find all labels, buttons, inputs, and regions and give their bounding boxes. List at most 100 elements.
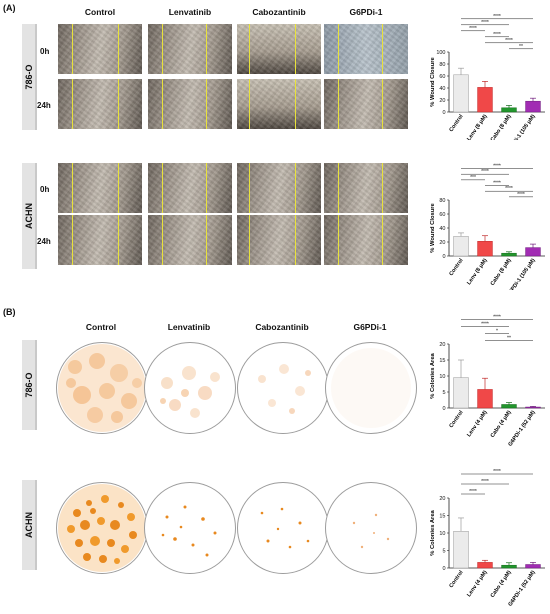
significance-label: **** bbox=[505, 38, 513, 44]
row-label-achn-a: ACHN bbox=[23, 203, 34, 229]
row-label-achn-b: ACHN bbox=[23, 512, 34, 538]
significance-label: ** bbox=[519, 44, 523, 50]
significance-label: *** bbox=[470, 175, 476, 181]
significance-label: **** bbox=[493, 315, 501, 321]
panel-a-letter: (A) bbox=[3, 3, 16, 13]
x-tick-label: Cabo (4 μM) bbox=[490, 570, 513, 599]
wound-closure-chart-786o: 0 20 40 60 80 100% Wound Closure Control Lenv (… bbox=[430, 14, 545, 140]
y-tick-label: 80 bbox=[439, 198, 445, 204]
bar-3 bbox=[525, 100, 541, 113]
micrograph-achn-control-0h bbox=[58, 163, 142, 213]
col-head-g6pdi: G6PDi-1 bbox=[349, 7, 383, 17]
x-tick-label: Lenv (8 μM) bbox=[466, 114, 489, 140]
micrograph-786o-lenv-24h bbox=[148, 79, 232, 129]
micrograph-achn-lenv-24h bbox=[148, 215, 232, 265]
y-tick-label: 100 bbox=[436, 50, 445, 56]
colony-pattern bbox=[160, 366, 220, 418]
row-tab-achn-a: ACHN bbox=[22, 163, 37, 269]
y-tick-label: 5 bbox=[442, 390, 445, 396]
micrograph-786o-g6pdi-0h bbox=[324, 24, 408, 74]
col-head-control: Control bbox=[84, 7, 116, 17]
bar-2 bbox=[501, 252, 517, 257]
col-head-lenvatinib: Lenvatinib bbox=[168, 7, 212, 17]
panel-b-letter: (B) bbox=[3, 307, 16, 317]
bar-2 bbox=[501, 107, 517, 113]
bar-3 bbox=[525, 247, 541, 257]
significance-label: **** bbox=[481, 169, 489, 175]
significance-label: **** bbox=[481, 322, 489, 328]
significance-label: **** bbox=[469, 26, 477, 32]
bar-0 bbox=[453, 531, 469, 569]
time-label-0h-achn: 0h bbox=[40, 185, 50, 194]
bar-1 bbox=[477, 389, 493, 409]
time-label-0h-786o: 0h bbox=[40, 47, 50, 56]
x-tick-label: Cabo (4 μM) bbox=[490, 410, 513, 439]
significance-label: **** bbox=[493, 164, 501, 170]
x-tick-label: Control bbox=[449, 257, 465, 277]
bar-1 bbox=[477, 241, 493, 257]
significance-label: **** bbox=[481, 479, 489, 485]
col-head-b-g6pdi: G6PDi-1 bbox=[353, 322, 387, 332]
colonies-area-chart-achn: 0 5 10 15 20 % Colonies Area Control Lenv (4 μM… bbox=[430, 469, 545, 608]
bar-1 bbox=[477, 562, 493, 569]
row-tab-achn-b: ACHN bbox=[22, 480, 37, 570]
colony-dish-achn-control bbox=[56, 482, 148, 574]
colony-dish-achn-g6pdi bbox=[325, 482, 417, 574]
bar-0 bbox=[453, 74, 469, 113]
colony-pattern bbox=[331, 348, 411, 428]
colony-dish-786o-g6pdi bbox=[325, 342, 417, 434]
significance-label: **** bbox=[505, 186, 513, 192]
bar-2 bbox=[501, 564, 517, 569]
wound-closure-chart-achn: 0 20 40 60 80% Wound Closure Control Lenv (8 μ… bbox=[430, 164, 545, 290]
bar-3 bbox=[525, 564, 541, 569]
x-tick-label: Cabo (8 μM) bbox=[490, 114, 513, 140]
micrograph-786o-control-24h bbox=[58, 79, 142, 129]
micrograph-achn-control-24h bbox=[58, 215, 142, 265]
micrograph-achn-g6pdi-24h bbox=[324, 215, 408, 265]
bar-3 bbox=[525, 406, 541, 409]
y-tick-label: 20 bbox=[439, 240, 445, 246]
col-head-b-cabozantinib: Cabozantinib bbox=[255, 322, 309, 332]
significance-label: **** bbox=[493, 181, 501, 187]
colony-pattern bbox=[260, 507, 310, 549]
y-tick-label: 40 bbox=[439, 226, 445, 232]
y-tick-label: 5 bbox=[442, 549, 445, 555]
y-tick-label: 80 bbox=[439, 62, 445, 68]
micrograph-786o-g6pdi-24h bbox=[324, 79, 408, 129]
colony-dish-achn-lenv bbox=[144, 482, 236, 574]
x-tick-label: Lenv (4 μM) bbox=[466, 570, 489, 599]
colony-pattern bbox=[161, 505, 217, 557]
x-tick-label: Cabo (8 μM) bbox=[490, 258, 513, 287]
col-head-cabozantinib: Cabozantinib bbox=[252, 7, 306, 17]
colonies-area-chart-786o: 0 5 10 15 20% Colonies Area Control Lenv (4 μM… bbox=[430, 315, 545, 448]
y-tick-label: 20 bbox=[439, 98, 445, 104]
y-tick-label: 0 bbox=[442, 406, 445, 412]
x-tick-label: Lenv (4 μM) bbox=[466, 410, 489, 439]
colony-pattern bbox=[58, 484, 146, 572]
bar-0 bbox=[453, 377, 469, 409]
col-head-b-control: Control bbox=[85, 322, 117, 332]
significance-label: ** bbox=[507, 336, 511, 342]
colony-pattern bbox=[58, 344, 146, 432]
y-tick-label: 15 bbox=[439, 358, 445, 364]
colony-pattern bbox=[258, 364, 311, 414]
row-tab-786o-a: 786-O bbox=[22, 24, 37, 130]
micrograph-786o-cabo-24h bbox=[237, 79, 321, 129]
significance-label: **** bbox=[493, 32, 501, 38]
y-tick-label: 10 bbox=[439, 531, 445, 537]
micrograph-786o-control-0h bbox=[58, 24, 142, 74]
y-tick-label: 20 bbox=[439, 496, 445, 502]
col-head-b-lenvatinib: Lenvatinib bbox=[167, 322, 211, 332]
micrograph-achn-cabo-0h bbox=[237, 163, 321, 213]
row-label-786o-a: 786-O bbox=[23, 64, 34, 90]
micrograph-786o-lenv-0h bbox=[148, 24, 232, 74]
y-tick-label: 0 bbox=[442, 566, 445, 572]
y-tick-label: 0 bbox=[442, 110, 445, 116]
x-tick-label: Lenv (8 μM) bbox=[466, 258, 489, 287]
time-label-24h-achn: 24h bbox=[37, 237, 51, 246]
y-tick-label: 20 bbox=[439, 342, 445, 348]
y-tick-label: 0 bbox=[442, 254, 445, 260]
micrograph-achn-cabo-24h bbox=[237, 215, 321, 265]
y-axis-label: % Colonies Area bbox=[430, 352, 436, 398]
significance-label: * bbox=[496, 329, 498, 335]
